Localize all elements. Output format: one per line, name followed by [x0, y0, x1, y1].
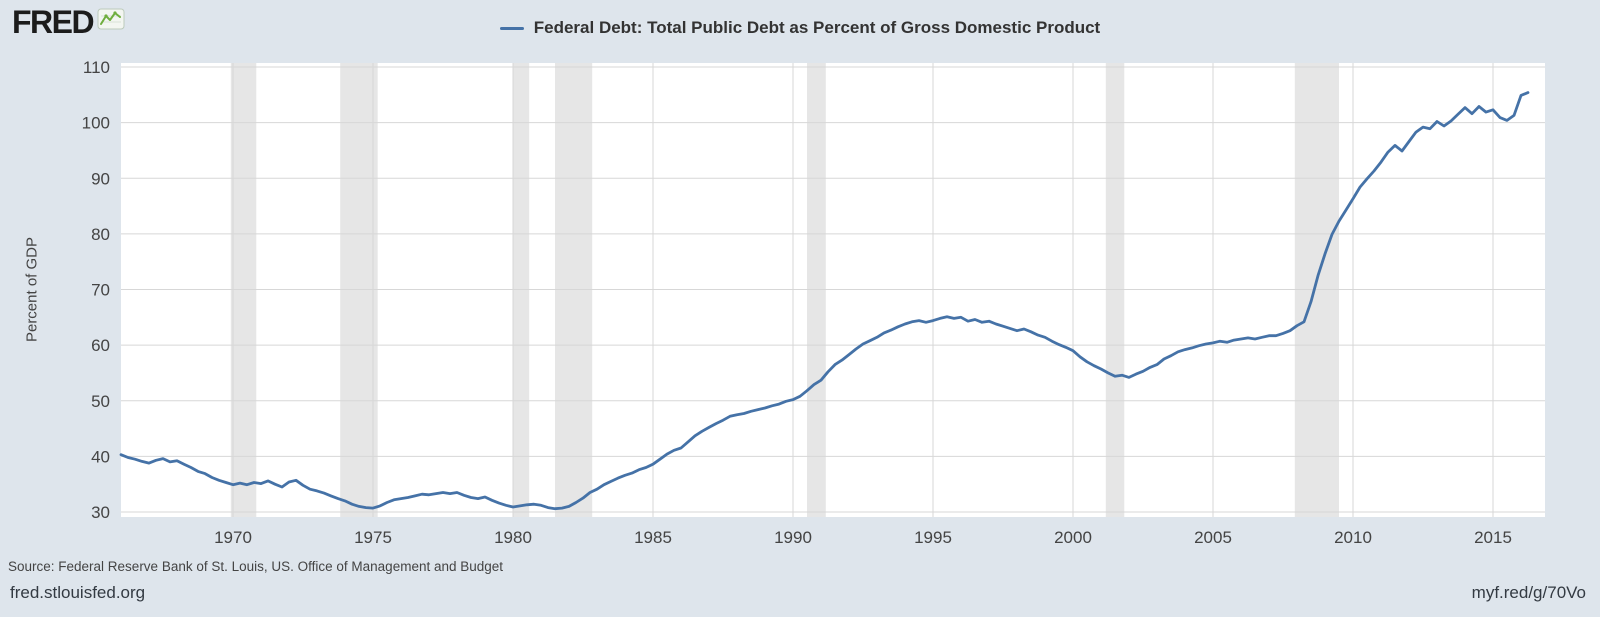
fred-logo[interactable]: FRED: [12, 6, 125, 38]
sparkline-icon: [97, 8, 125, 35]
y-tick-label: 100: [82, 114, 110, 133]
y-tick-label: 40: [91, 447, 110, 466]
legend-series-label: Federal Debt: Total Public Debt as Perce…: [533, 18, 1101, 37]
chart-plot: 30 40 50 60 70 80 90 100 110 1970 1975 1980 1985 1990…: [82, 58, 1545, 547]
x-tick-label: 2005: [1194, 528, 1232, 547]
legend-line-swatch: [499, 26, 524, 30]
x-tick-label: 2015: [1474, 528, 1512, 547]
x-tick-label: 1980: [494, 528, 532, 547]
x-tick-label: 1985: [634, 528, 672, 547]
chart-legend: Federal Debt: Total Public Debt as Perce…: [0, 18, 1600, 38]
y-tick-label: 80: [91, 225, 110, 244]
x-tick-label: 1970: [214, 528, 252, 547]
source-attribution: Source: Federal Reserve Bank of St. Loui…: [8, 559, 504, 574]
y-tick-label: 110: [83, 58, 110, 77]
data-line: [119, 91, 1530, 511]
y-axis-title: Percent of GDP: [23, 236, 41, 343]
x-tick-label: 1990: [774, 528, 812, 547]
x-tick-label: 2010: [1334, 528, 1372, 547]
y-tick-label: 50: [91, 392, 110, 411]
y-tick-label: 60: [91, 336, 110, 355]
y-tick-label: 70: [91, 281, 110, 300]
y-tick-label: 30: [91, 503, 110, 522]
graph-short-url-link[interactable]: myf.red/g/70Vo: [1471, 583, 1586, 602]
fred-logo-text: FRED: [12, 4, 95, 40]
y-tick-label: 90: [91, 169, 110, 188]
fred-site-link[interactable]: fred.stlouisfed.org: [10, 583, 146, 602]
x-tick-label: 1975: [354, 528, 392, 547]
x-tick-label: 1995: [914, 528, 952, 547]
x-tick-label: 2000: [1054, 528, 1092, 547]
